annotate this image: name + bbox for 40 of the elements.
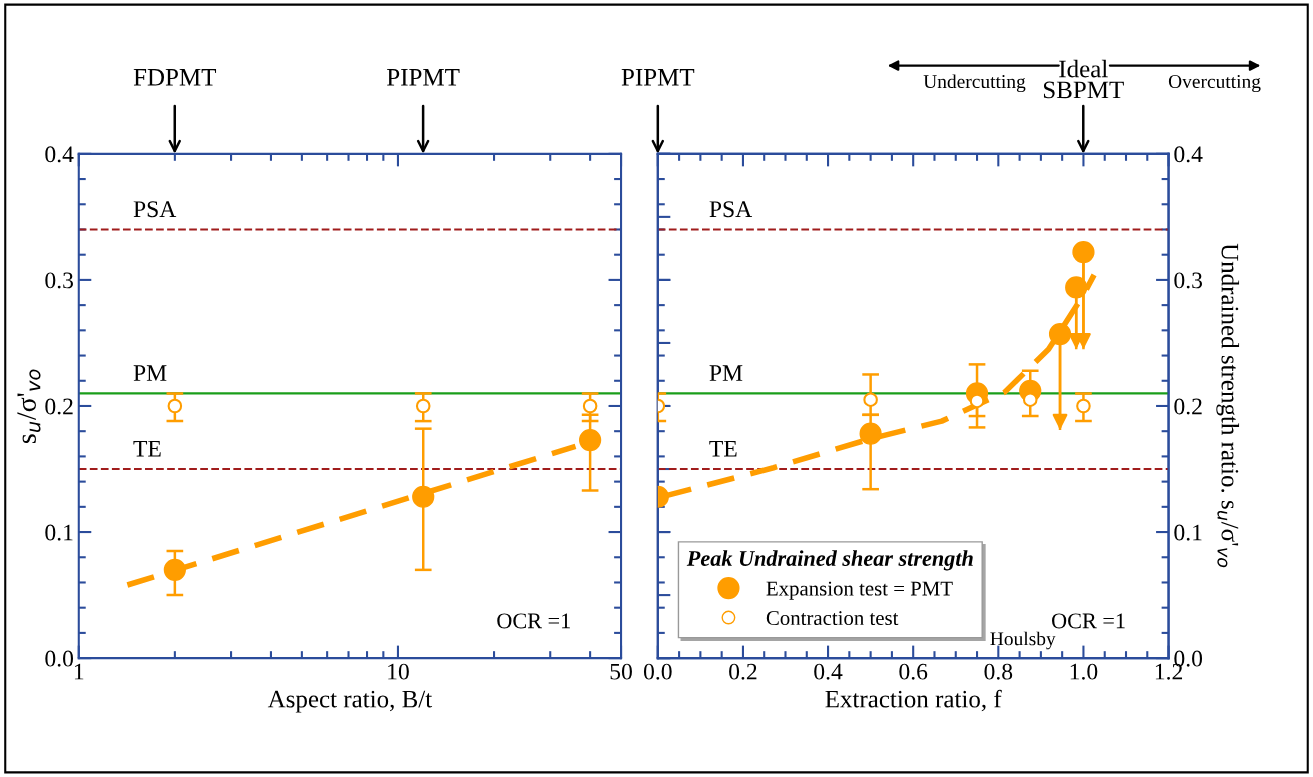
x-tick-label: 0.8 (984, 663, 1013, 680)
annotation: OCR =1 (497, 613, 570, 629)
x-tick-label: 50 (610, 663, 632, 680)
y-tick-label: 0.1 (45, 524, 73, 541)
ref-line-label: PM (709, 365, 743, 381)
legend-title: Peak Undrained shear strength (686, 550, 973, 571)
annotation: OCR =1 (1052, 613, 1125, 629)
text: PIPMT (387, 69, 460, 86)
ref-line-label: PM (133, 365, 167, 381)
y2-tick-label: 0.4 (1174, 146, 1203, 163)
y2-axis-title: Undrained strength ratio. s$_{u}$/σ'$_{vo}$ (1216, 243, 1240, 568)
text: FDPMT (133, 69, 217, 86)
annotation: Houlsby (990, 631, 1056, 650)
x-tick-label: 0.4 (814, 663, 843, 680)
ref-line-label: PSA (709, 201, 753, 218)
x-tick-label: 0.2 (729, 663, 757, 680)
x-tick-label: 0.0 (643, 663, 672, 680)
text: Ideal SBPMT (1043, 59, 1124, 99)
ref-line-label: TE (709, 440, 737, 457)
x-tick-label: 10 (388, 663, 409, 680)
y-tick-label: 0.4 (45, 146, 74, 163)
y-tick-label: 0.0 (45, 650, 74, 667)
legend-label: Contraction test (766, 611, 899, 626)
text: Undercutting (923, 74, 1026, 93)
ref-line-label: PSA (133, 201, 177, 218)
y2-tick-label: 0.2 (1174, 398, 1202, 415)
x-tick-label: 0.6 (899, 663, 928, 680)
x-tick-label: 1.0 (1070, 663, 1098, 680)
y2-tick-label: 0.1 (1174, 524, 1202, 541)
x-axis-title: Aspect ratio, B/t (267, 690, 433, 713)
ref-line-label: TE (133, 440, 161, 457)
text: PIPMT (621, 69, 695, 86)
y-tick-label: 0.2 (45, 398, 73, 415)
legend-label: Expansion test = PMT (766, 581, 953, 600)
y-tick-label: 0.3 (45, 272, 73, 289)
y2-tick-label: 0.3 (1174, 272, 1203, 289)
text: Overcutting (1168, 74, 1261, 93)
y-axis-title: s$_{u}$/σ'$_{vo}$ (17, 369, 41, 444)
x-tick-label: 1 (74, 663, 84, 680)
x-axis-title: Extraction ratio, f (825, 689, 1002, 712)
